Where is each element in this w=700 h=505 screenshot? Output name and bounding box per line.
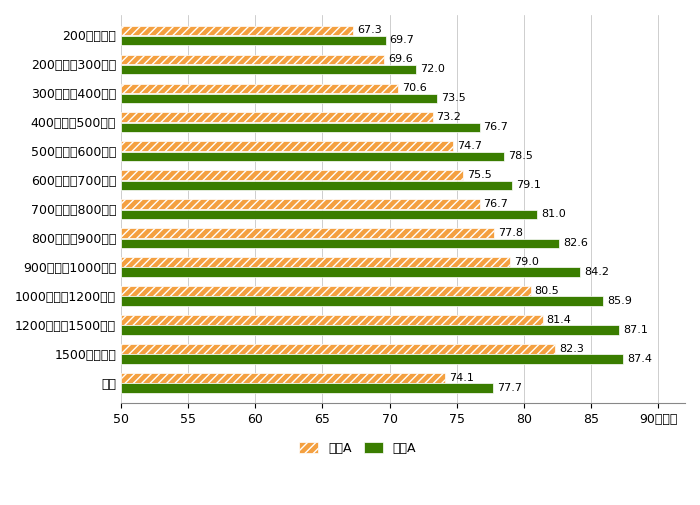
Bar: [121, 152, 504, 161]
Legend: 国語A, 算数A: 国語A, 算数A: [295, 437, 421, 460]
Bar: [121, 268, 580, 277]
Text: 80.5: 80.5: [535, 286, 559, 296]
Text: 75.5: 75.5: [468, 170, 492, 180]
Text: 72.0: 72.0: [421, 64, 445, 74]
Bar: [121, 286, 531, 295]
Text: 74.1: 74.1: [449, 373, 473, 383]
Text: 70.6: 70.6: [402, 83, 426, 93]
Text: 67.3: 67.3: [357, 25, 382, 35]
Bar: [121, 55, 384, 64]
Text: 79.0: 79.0: [514, 257, 539, 267]
Bar: [121, 238, 559, 248]
Bar: [121, 315, 543, 325]
Bar: [121, 325, 620, 335]
Text: 85.9: 85.9: [607, 296, 632, 306]
Bar: [121, 93, 437, 103]
Bar: [121, 83, 398, 93]
Bar: [121, 141, 453, 150]
Bar: [121, 228, 494, 238]
Bar: [121, 123, 480, 132]
Text: 81.4: 81.4: [547, 315, 572, 325]
Text: 69.6: 69.6: [389, 54, 413, 64]
Text: 77.8: 77.8: [498, 228, 524, 238]
Text: 82.6: 82.6: [563, 238, 588, 248]
Text: 74.7: 74.7: [456, 141, 482, 151]
Bar: [121, 355, 623, 364]
Text: 81.0: 81.0: [541, 209, 566, 219]
Bar: [121, 170, 463, 180]
Bar: [121, 199, 480, 209]
Text: 79.1: 79.1: [516, 180, 540, 190]
Text: 69.7: 69.7: [390, 35, 414, 45]
Bar: [121, 181, 512, 190]
Bar: [121, 210, 538, 219]
Bar: [121, 36, 386, 45]
Bar: [121, 296, 603, 306]
Bar: [121, 344, 554, 354]
Bar: [121, 113, 433, 122]
Bar: [121, 65, 416, 74]
Text: 82.3: 82.3: [559, 344, 584, 354]
Bar: [121, 258, 510, 267]
Text: 78.5: 78.5: [508, 151, 533, 161]
Text: 77.7: 77.7: [497, 383, 522, 393]
Text: 73.5: 73.5: [440, 93, 466, 104]
Text: 87.4: 87.4: [627, 354, 652, 364]
Text: 87.1: 87.1: [623, 325, 648, 335]
Bar: [121, 26, 354, 35]
Text: 76.7: 76.7: [484, 122, 508, 132]
Text: 76.7: 76.7: [484, 199, 508, 209]
Bar: [121, 383, 493, 393]
Bar: [121, 373, 444, 382]
Text: 84.2: 84.2: [584, 267, 609, 277]
Text: 73.2: 73.2: [437, 112, 461, 122]
